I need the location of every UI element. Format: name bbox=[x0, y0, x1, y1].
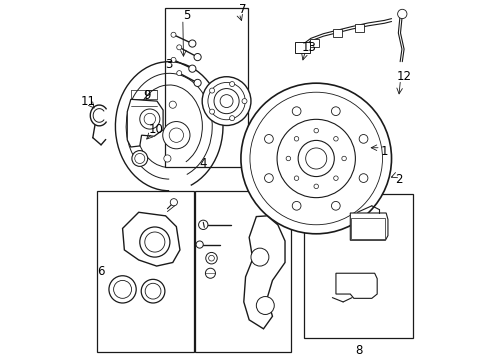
Circle shape bbox=[242, 99, 246, 104]
Circle shape bbox=[113, 280, 131, 298]
Circle shape bbox=[135, 153, 144, 163]
Circle shape bbox=[214, 89, 239, 114]
Text: 3: 3 bbox=[165, 58, 172, 71]
Polygon shape bbox=[335, 273, 376, 298]
Circle shape bbox=[241, 83, 391, 234]
Circle shape bbox=[229, 82, 234, 86]
Circle shape bbox=[220, 95, 233, 108]
Circle shape bbox=[294, 136, 298, 141]
Text: 5: 5 bbox=[183, 9, 190, 22]
Circle shape bbox=[194, 79, 201, 86]
Circle shape bbox=[285, 156, 290, 161]
Circle shape bbox=[256, 297, 274, 315]
Circle shape bbox=[292, 202, 301, 210]
Circle shape bbox=[264, 174, 273, 183]
Circle shape bbox=[397, 9, 406, 19]
Circle shape bbox=[333, 176, 338, 180]
Bar bbox=[97, 191, 194, 352]
Bar bbox=[333, 29, 341, 37]
Circle shape bbox=[250, 248, 268, 266]
Text: 2: 2 bbox=[394, 173, 402, 186]
Circle shape bbox=[205, 252, 217, 264]
Circle shape bbox=[176, 45, 182, 50]
Circle shape bbox=[163, 155, 171, 162]
Circle shape bbox=[198, 220, 207, 229]
Bar bbox=[164, 8, 247, 167]
Polygon shape bbox=[349, 213, 387, 240]
Circle shape bbox=[205, 268, 215, 278]
Circle shape bbox=[140, 227, 169, 257]
Circle shape bbox=[109, 276, 136, 303]
Polygon shape bbox=[122, 212, 180, 266]
Circle shape bbox=[144, 232, 164, 252]
Circle shape bbox=[144, 113, 155, 125]
Circle shape bbox=[292, 107, 301, 116]
Circle shape bbox=[170, 199, 177, 206]
Circle shape bbox=[188, 40, 196, 47]
Circle shape bbox=[305, 148, 326, 169]
Circle shape bbox=[209, 88, 214, 93]
Text: 11: 11 bbox=[80, 95, 95, 108]
Bar bbox=[350, 218, 384, 239]
Circle shape bbox=[171, 57, 176, 62]
Bar bbox=[354, 24, 363, 32]
Circle shape bbox=[209, 109, 214, 114]
Circle shape bbox=[229, 116, 234, 121]
Circle shape bbox=[145, 283, 161, 299]
Circle shape bbox=[202, 77, 250, 126]
Text: 4: 4 bbox=[199, 157, 206, 170]
Circle shape bbox=[188, 65, 196, 72]
Circle shape bbox=[298, 140, 334, 176]
Text: 13: 13 bbox=[301, 41, 316, 54]
Circle shape bbox=[169, 101, 176, 108]
Circle shape bbox=[132, 150, 147, 166]
Circle shape bbox=[249, 92, 382, 225]
Bar bbox=[295, 42, 309, 53]
Circle shape bbox=[331, 107, 340, 116]
Text: 1: 1 bbox=[380, 145, 387, 158]
Text: 8: 8 bbox=[354, 344, 362, 357]
Bar bbox=[195, 191, 290, 352]
Circle shape bbox=[169, 128, 183, 142]
Text: 7: 7 bbox=[239, 3, 246, 16]
Text: 6: 6 bbox=[97, 265, 104, 278]
Circle shape bbox=[331, 202, 340, 210]
Polygon shape bbox=[244, 216, 285, 329]
Circle shape bbox=[333, 136, 338, 141]
Text: 12: 12 bbox=[396, 69, 411, 82]
Bar bbox=[303, 194, 412, 338]
Circle shape bbox=[208, 255, 214, 261]
Circle shape bbox=[141, 279, 164, 303]
Circle shape bbox=[313, 129, 318, 133]
Circle shape bbox=[207, 82, 244, 120]
Circle shape bbox=[358, 135, 367, 143]
Circle shape bbox=[163, 122, 190, 149]
Circle shape bbox=[264, 135, 273, 143]
Circle shape bbox=[313, 184, 318, 189]
Polygon shape bbox=[127, 99, 163, 147]
Circle shape bbox=[358, 174, 367, 183]
Circle shape bbox=[176, 71, 182, 76]
Circle shape bbox=[294, 176, 298, 180]
Circle shape bbox=[140, 109, 160, 129]
Circle shape bbox=[196, 241, 203, 248]
Circle shape bbox=[194, 54, 201, 61]
Circle shape bbox=[171, 32, 176, 37]
Circle shape bbox=[341, 156, 346, 161]
Text: 9: 9 bbox=[143, 89, 150, 102]
Circle shape bbox=[277, 119, 355, 198]
Text: 10: 10 bbox=[148, 123, 163, 136]
Bar bbox=[309, 39, 318, 47]
